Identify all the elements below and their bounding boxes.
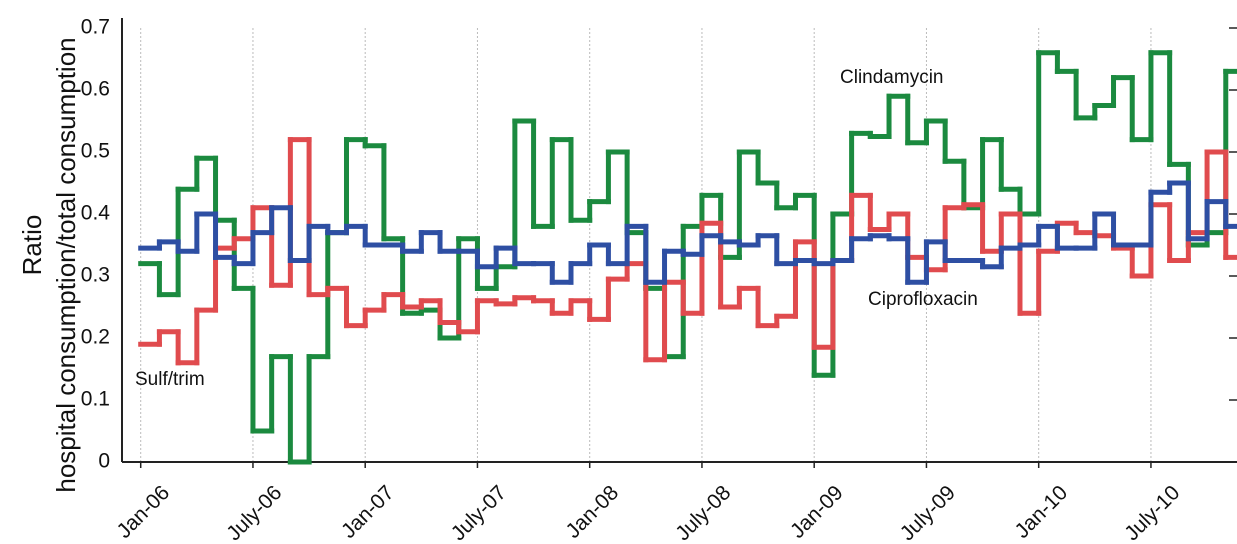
x-tick-label: Jan-08 bbox=[561, 481, 623, 543]
y-tick-label: 0.3 bbox=[81, 264, 110, 287]
series-label: Clindamycin bbox=[840, 67, 943, 88]
x-tick-label: July-07 bbox=[447, 481, 511, 544]
x-tick-label: Jan-09 bbox=[786, 481, 848, 543]
x-tick-label: July-06 bbox=[222, 481, 286, 544]
y-axis-label: Ratio bbox=[17, 215, 47, 276]
y-tick-label: 0.5 bbox=[81, 140, 110, 163]
y-tick-label: 0.2 bbox=[81, 326, 110, 349]
y-tick-label: 0.6 bbox=[81, 78, 110, 101]
x-tick-label: Jan-10 bbox=[1010, 481, 1072, 543]
y-tick-label: 0.7 bbox=[81, 16, 110, 39]
y-axis-label: hospital consumption/total consumption bbox=[51, 37, 81, 492]
x-tick-label: July-09 bbox=[896, 481, 960, 544]
x-tick-label: July-08 bbox=[671, 481, 735, 544]
x-tick-label: Jan-06 bbox=[112, 481, 174, 543]
y-tick-label: 0.1 bbox=[81, 388, 110, 411]
series-label: Sulf/trim bbox=[135, 369, 205, 390]
y-tick-label: 0 bbox=[98, 450, 110, 473]
y-tick-label: 0.4 bbox=[81, 202, 111, 225]
x-tick-label: Jan-07 bbox=[337, 481, 399, 543]
x-tick-label: July-10 bbox=[1120, 481, 1184, 544]
series-label: Ciprofloxacin bbox=[868, 289, 978, 310]
